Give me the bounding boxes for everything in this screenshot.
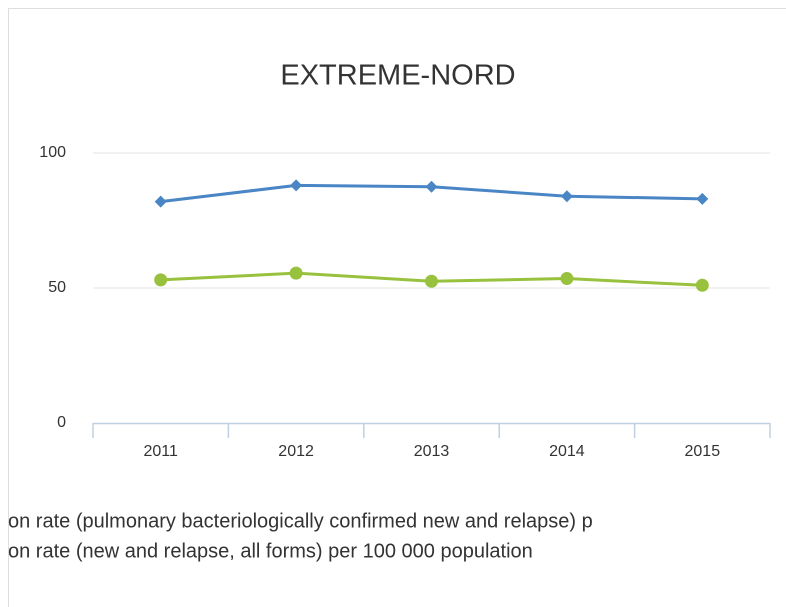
y-tick-label: 100 (39, 144, 66, 161)
chart-frame (8, 8, 786, 607)
legend-label: on rate (new and relapse, all forms) per… (8, 540, 533, 562)
y-tick-label: 50 (48, 279, 66, 296)
series-marker (154, 195, 167, 208)
legend-label: on rate (pulmonary bacteriologically con… (8, 510, 593, 532)
x-tick-label: 2012 (278, 443, 314, 460)
series-marker (560, 272, 574, 286)
series-marker (560, 190, 573, 203)
series-marker (154, 273, 168, 287)
x-tick-label: 2013 (414, 443, 450, 460)
series-marker (289, 266, 303, 280)
series-marker (696, 192, 709, 205)
series-marker (290, 179, 303, 192)
x-tick-label: 2015 (685, 443, 721, 460)
chart-title: EXTREME-NORD (280, 60, 515, 92)
series-marker (425, 274, 438, 288)
series-marker (695, 278, 709, 292)
x-tick-label: 2014 (549, 443, 585, 460)
x-tick-label: 2011 (143, 443, 178, 460)
y-tick-label: 0 (57, 414, 66, 431)
series-marker (425, 180, 438, 193)
